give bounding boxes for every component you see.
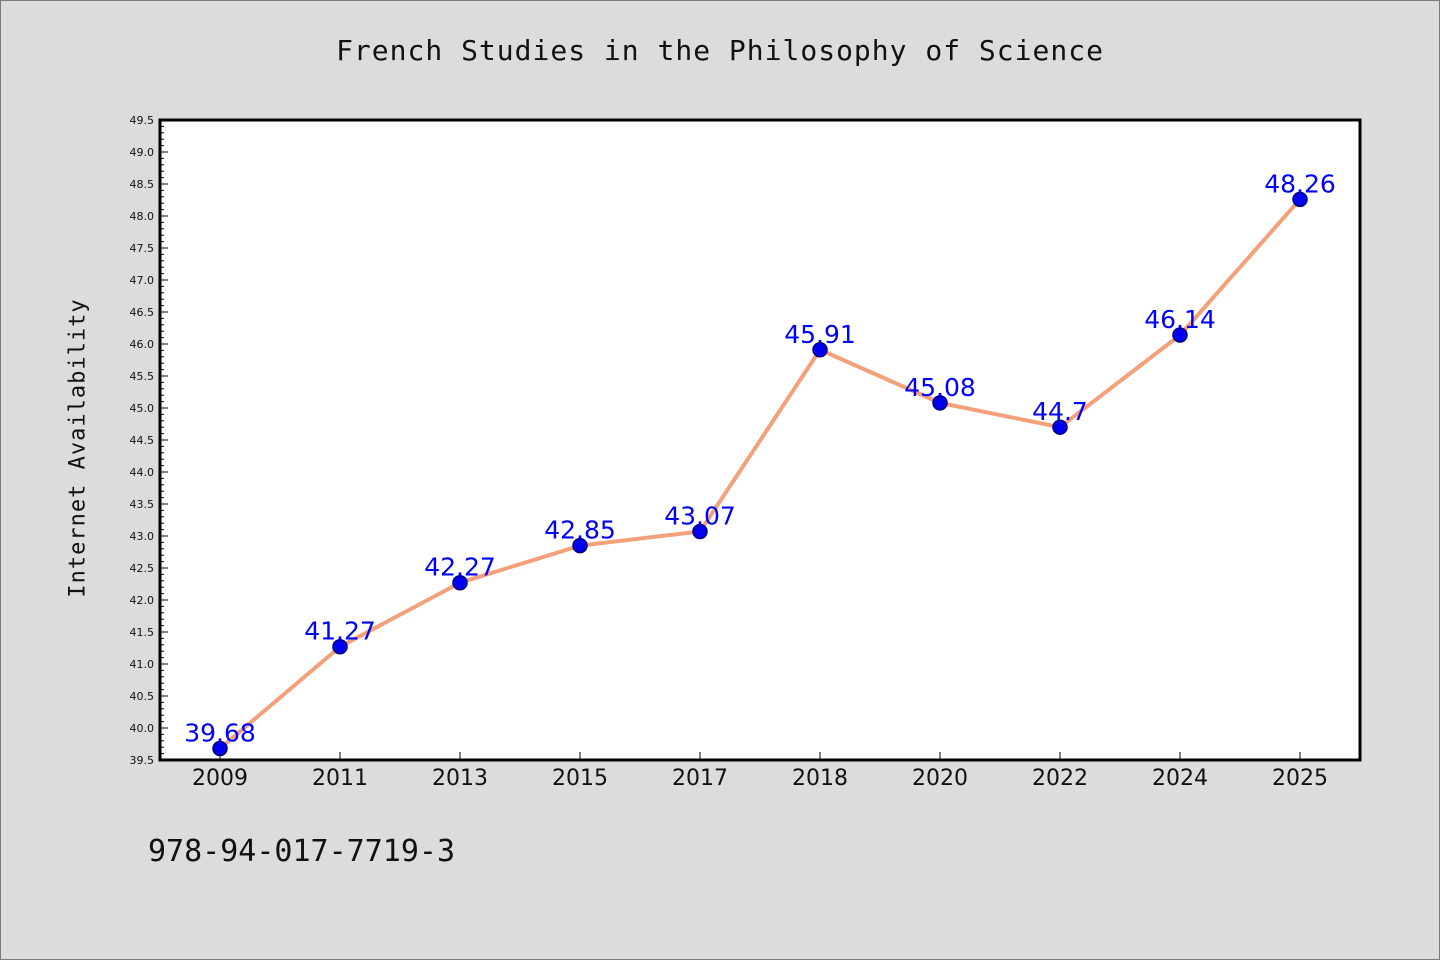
data-label: 46.14 (1144, 305, 1216, 334)
data-point (932, 395, 948, 411)
y-tick-label: 39.5 (130, 754, 155, 767)
data-label: 41.27 (304, 617, 376, 646)
x-tick-label: 2017 (672, 766, 728, 791)
y-tick-label: 45.0 (130, 402, 155, 415)
data-point (452, 574, 468, 591)
y-tick-label: 41.5 (130, 626, 155, 639)
y-tick-label: 40.5 (130, 690, 155, 703)
data-labels: 39.68 41.27 42.27 42.85 43.07 45.91 45.08 44.7 4… (184, 169, 1336, 747)
data-markers (212, 191, 1308, 757)
chart-title: French Studies in the Philosophy of Scie… (336, 34, 1104, 67)
y-tick-label: 49.0 (130, 146, 155, 159)
y-tick-label: 47.0 (130, 274, 155, 287)
data-point (692, 523, 708, 540)
y-tick-label: 44.5 (130, 434, 155, 447)
y-tick-label: 43.5 (130, 498, 155, 511)
data-point (1172, 327, 1188, 343)
y-tick-label: 44.0 (130, 466, 155, 479)
y-tick-label: 48.5 (130, 178, 155, 191)
x-tick-label: 2020 (912, 766, 968, 791)
data-label: 45.08 (904, 373, 976, 402)
x-tick-label: 2025 (1272, 766, 1328, 791)
data-point (812, 342, 828, 358)
data-point (1292, 191, 1308, 208)
data-label: 42.85 (544, 516, 616, 545)
data-label: 45.91 (784, 320, 856, 349)
y-tick-label: 42.0 (130, 594, 155, 607)
series-line (218, 197, 1302, 751)
data-label: 43.07 (664, 502, 736, 531)
x-tick-label: 2018 (792, 766, 848, 791)
x-tick-label: 2011 (312, 766, 368, 791)
y-tick-label: 43.0 (130, 530, 155, 543)
x-tick-label: 2022 (1032, 766, 1088, 791)
x-axis: 2009 2011 2013 2015 2017 2018 2020 2022 2024 2025 (192, 752, 1328, 791)
y-tick-label: 41.0 (130, 658, 155, 671)
y-tick-label: 48.0 (130, 210, 155, 223)
data-label: 48.26 (1264, 169, 1336, 198)
data-label: 42.27 (424, 553, 496, 582)
y-tick-label: 45.5 (130, 370, 155, 383)
isbn-text: 978-94-017-7719-3 (148, 834, 456, 869)
x-tick-label: 2009 (192, 766, 248, 791)
x-tick-label: 2013 (432, 766, 488, 791)
y-axis: 39.5 40.0 40.5 41.0 41.5 42.0 42.5 43.0 43.5 44.0… (130, 114, 168, 767)
data-label: 44.7 (1032, 397, 1088, 426)
y-tick-label: 47.5 (130, 242, 155, 255)
data-label: 39.68 (184, 718, 256, 747)
x-tick-label: 2015 (552, 766, 608, 791)
y-tick-label: 46.0 (130, 338, 155, 351)
x-tick-label: 2024 (1152, 766, 1208, 791)
y-tick-label: 40.0 (130, 722, 155, 735)
y-tick-label: 42.5 (130, 562, 155, 575)
data-point (1052, 419, 1068, 435)
y-tick-label: 46.5 (130, 306, 155, 319)
y-tick-label: 49.5 (130, 114, 155, 127)
data-point (212, 740, 228, 757)
data-point (332, 638, 348, 655)
data-point (572, 537, 588, 554)
